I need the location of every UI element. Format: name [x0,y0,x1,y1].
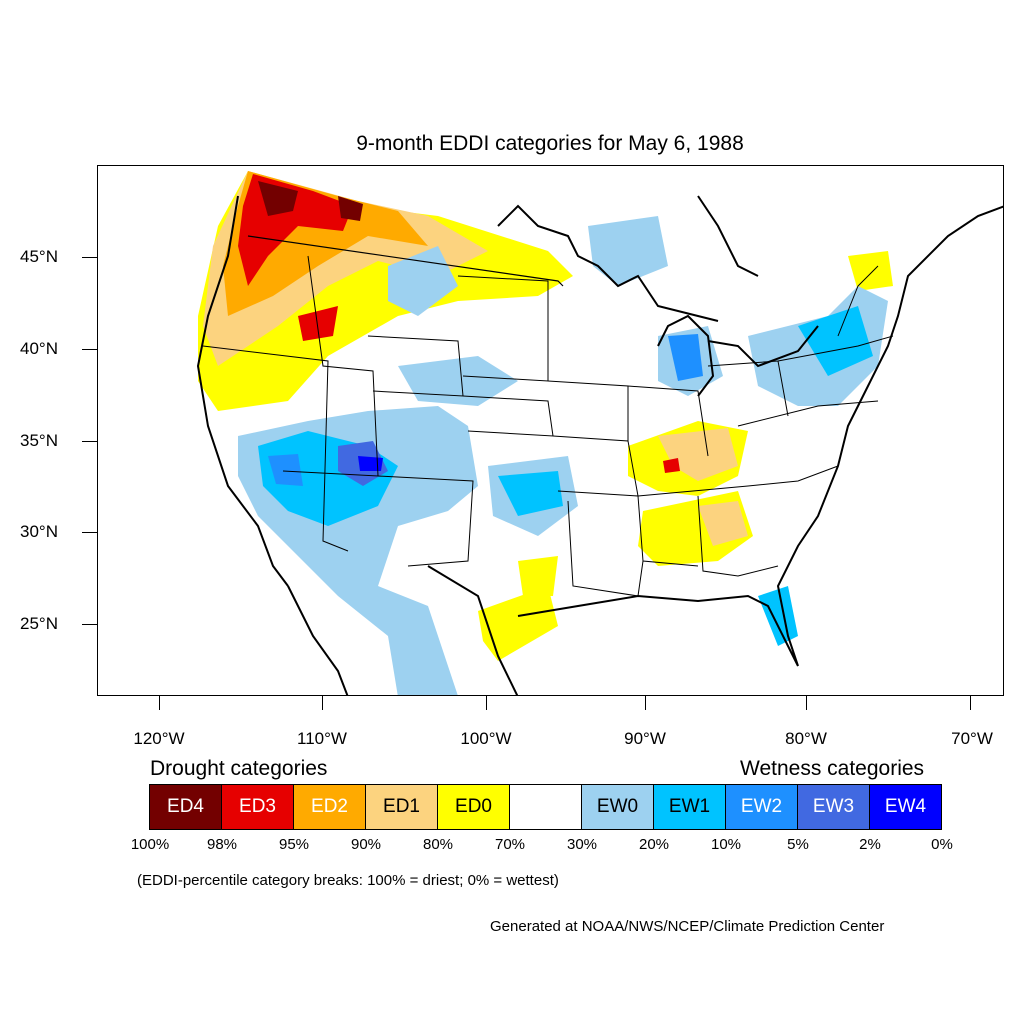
legend-cell-ew0: EW0 [581,784,654,830]
wetness-heading: Wetness categories [740,757,925,780]
map-title: 9-month EDDI categories for May 6, 1988 [356,132,744,155]
eddi-map [97,165,1004,696]
percentile-break-label: 10% [710,836,742,853]
lon-tick [645,696,646,710]
lon-label-80: 80°W [785,729,827,748]
lat-tick [82,349,97,350]
legend-cell-ed0: ED0 [437,784,510,830]
legend-cell-ew4: EW4 [869,784,942,830]
drought-heading: Drought categories [150,757,328,780]
lat-label-25: 25°N [20,614,58,633]
legend-cell-ew3: EW3 [797,784,870,830]
legend-cell-ew1: EW1 [653,784,726,830]
legend-colorbar: ED4 ED3 ED2 ED1 ED0 EW0 EW1 EW2 EW3 EW4 [149,784,942,830]
category-note: (EDDI-percentile category breaks: 100% =… [137,872,559,889]
lat-tick [82,532,97,533]
percentile-break-label: 0% [931,836,953,853]
percentile-break-label: 100% [130,836,170,853]
lon-label-100: 100°W [460,729,512,748]
legend-cell-ed4: ED4 [149,784,222,830]
percentile-break-label: 70% [494,836,526,853]
legend-cell-ed1: ED1 [365,784,438,830]
legend-cell-ew2: EW2 [725,784,798,830]
percentile-break-label: 98% [206,836,238,853]
lat-tick [82,441,97,442]
eddi-map-canvas [196,171,1003,695]
percentile-break-label: 30% [566,836,598,853]
coastline [196,195,1003,695]
lon-tick [806,696,807,710]
lon-label-70: 70°W [951,729,993,748]
percentile-break-label: 80% [422,836,454,853]
boundary-lines [202,235,894,597]
lat-tick [82,624,97,625]
percentile-break-label: 2% [859,836,881,853]
lon-tick [322,696,323,710]
percentile-break-label: 90% [350,836,382,853]
drought-region-northwest [198,171,573,411]
lon-tick [159,696,160,710]
lon-label-110: 110°W [297,729,347,748]
legend-cell-ed2: ED2 [293,784,366,830]
lon-label-90: 90°W [624,729,666,748]
lon-tick [486,696,487,710]
credit-line: Generated at NOAA/NWS/NCEP/Climate Predi… [490,918,885,935]
legend-cell-ed3: ED3 [221,784,294,830]
drought-region-southeast [478,251,893,661]
lat-label-40: 40°N [20,339,58,358]
legend-cell-neutral [509,784,582,830]
lat-label-45: 45°N [20,247,58,266]
lon-tick [970,696,971,710]
lon-label-120: 120°W [133,729,185,748]
percentile-break-label: 95% [278,836,310,853]
percentile-break-label: 20% [638,836,670,853]
lat-label-30: 30°N [20,522,58,541]
lat-tick [82,257,97,258]
lat-label-35: 35°N [20,431,58,450]
percentile-break-label: 5% [787,836,809,853]
